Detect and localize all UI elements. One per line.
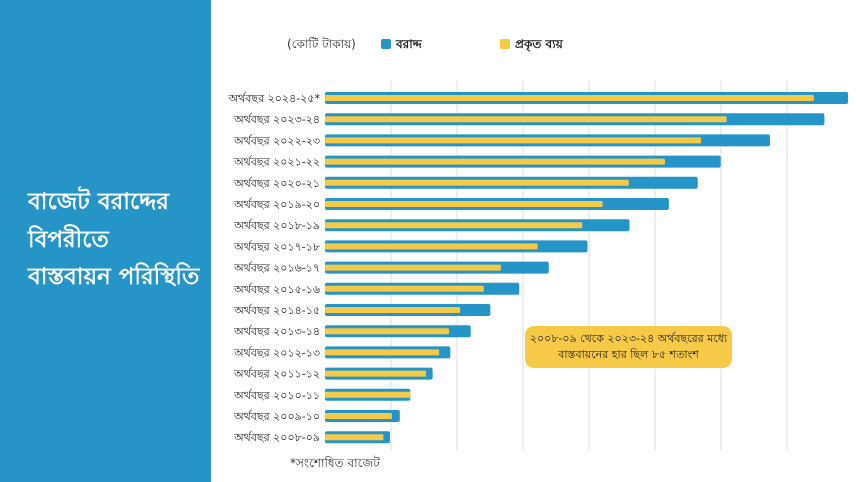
category-label: অর্থবছর ২০০৮-০৯	[233, 431, 320, 444]
category-label: অর্থবছর ২০১০-১১	[233, 389, 320, 402]
category-label: অর্থবছর ২০২১-২২	[233, 156, 320, 169]
category-label: অর্থবছর ২০১২-১৩	[233, 346, 320, 359]
bar-actual	[325, 413, 392, 419]
bar-actual	[325, 349, 440, 356]
bar-actual	[325, 328, 450, 335]
legend-swatch-actual	[500, 39, 510, 49]
title-line-2: বিপরীতে	[28, 227, 109, 253]
bar-actual	[325, 391, 411, 398]
category-label: অর্থবছর ২০১৪-১৫	[233, 304, 320, 317]
category-label: অর্থবছর ২০১৩-১৪	[233, 325, 320, 338]
annotation-callout: ২০০৮-০৯ থেকে ২০২৩-২৪ অর্থবছরের মধ্যে বাস…	[525, 326, 732, 368]
category-label: অর্থবছর ২০১৫-১৬	[233, 283, 320, 296]
title-panel: বাজেট বরাদ্দের বিপরীতে বাস্তবায়ন পরিস্থ…	[0, 0, 211, 482]
bar-actual	[325, 370, 427, 377]
category-label: অর্থবছর ২০২০-২১	[233, 177, 320, 190]
bar-actual	[325, 137, 702, 144]
legend-label-allocation: বরাদ্দ	[396, 37, 422, 51]
title-line-3: বাস্তবায়ন পরিস্থিতি	[28, 264, 200, 290]
annotation-text: ২০০৮-০৯ থেকে ২০২৩-২৪ অর্থবছরের মধ্যে বাস…	[529, 332, 728, 361]
bar-actual	[325, 243, 538, 250]
legend-swatch-allocation	[381, 39, 391, 49]
bar-actual	[325, 264, 501, 271]
legend-label-actual: প্রকৃত ব্যয়	[515, 37, 563, 51]
bar-actual	[325, 116, 727, 123]
bar-actual	[325, 222, 583, 229]
bar-actual	[325, 95, 814, 101]
category-label: অর্থবছর ২০২৩-২৪	[233, 113, 320, 126]
bar-actual	[325, 434, 384, 441]
bar-actual	[325, 158, 665, 165]
bar-actual	[325, 285, 484, 292]
category-label: অর্থবছর ২০২৪-২৫*	[228, 92, 321, 105]
bar-actual	[325, 201, 603, 207]
bar-actual	[325, 179, 629, 186]
unit-label: (কোটি টাকায়)	[287, 37, 356, 51]
category-label: অর্থবছর ২০১১-১২	[233, 368, 320, 381]
category-label: অর্থবছর ২০০৯-১০	[233, 410, 320, 423]
title-line-1: বাজেট বরাদ্দের	[28, 189, 169, 215]
category-label: অর্থবছর ২০২২-২৩	[233, 134, 320, 147]
category-label: অর্থবছর ২০১৭-১৮	[233, 240, 320, 253]
footnote: *সংশোধিত বাজেট	[290, 456, 380, 470]
category-label: অর্থবছর ২০১৯-২০	[233, 198, 320, 211]
bar-actual	[325, 307, 461, 313]
category-label: অর্থবছর ২০১৬-১৭	[233, 262, 320, 275]
category-label: অর্থবছর ২০১৮-১৯	[233, 219, 320, 232]
